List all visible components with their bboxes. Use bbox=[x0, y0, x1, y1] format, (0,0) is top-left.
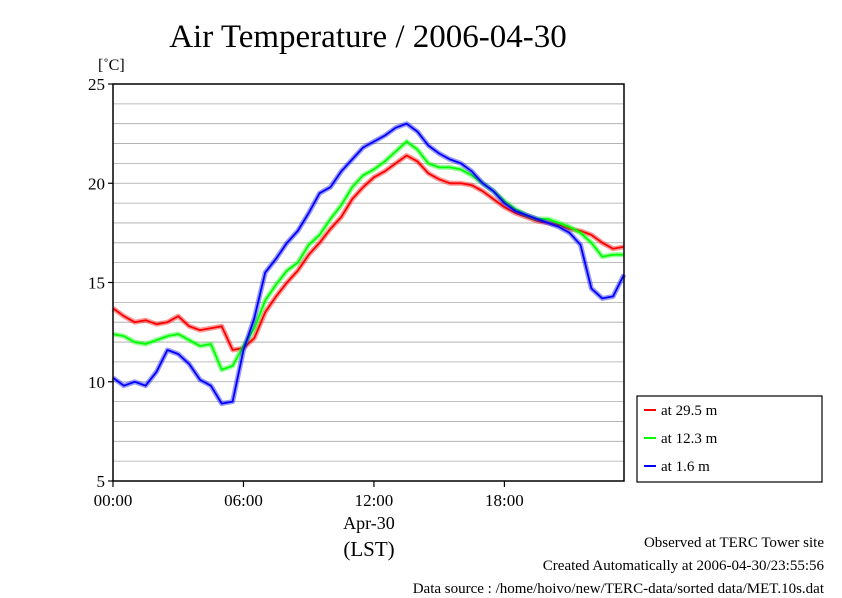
footer-observed-site: Observed at TERC Tower site bbox=[643, 535, 824, 551]
series-layer bbox=[111, 121, 627, 407]
x-axis-tz-label: (LST) bbox=[343, 537, 394, 561]
series-line-1 bbox=[112, 140, 624, 371]
x-tick-label: 06:00 bbox=[224, 491, 263, 510]
y-tick-label: 20 bbox=[88, 174, 105, 193]
y-tick-label: 10 bbox=[88, 373, 105, 392]
x-axis-date-label: Apr-30 bbox=[343, 513, 395, 533]
legend-label-29-5m: at 29.5 m bbox=[661, 403, 718, 419]
footer-data-source: Data source : /home/hoivo/new/TERC-data/… bbox=[412, 581, 824, 597]
series-line-2 bbox=[112, 122, 625, 405]
y-tick-label: 25 bbox=[88, 75, 105, 94]
legend-box bbox=[636, 395, 823, 483]
y-tick-label: 5 bbox=[97, 472, 106, 491]
legend-label-12-3m: at 12.3 m bbox=[661, 431, 718, 447]
series-line-0 bbox=[112, 154, 625, 351]
grid bbox=[113, 103, 624, 462]
chart-title: Air Temperature / 2006-04-30 bbox=[169, 19, 567, 55]
x-tick-label: 18:00 bbox=[485, 491, 524, 510]
y-tick-label: 15 bbox=[88, 274, 105, 293]
legend-label-1-6m: at 1.6 m bbox=[661, 459, 710, 475]
tick-layer: 5 10 15 20 25 00:00 06:00 12:00 18:00 bbox=[88, 75, 524, 510]
legend: at 29.5 m at 12.3 m at 1.6 m bbox=[636, 395, 823, 483]
x-tick-label: 00:00 bbox=[94, 491, 133, 510]
x-tick-label: 12:00 bbox=[355, 491, 394, 510]
footer-created-time: Created Automatically at 2006-04-30/23:5… bbox=[542, 558, 824, 574]
y-axis-unit-label: [˚C] bbox=[98, 57, 125, 74]
series-halo-0 bbox=[111, 153, 625, 353]
series-halo-1 bbox=[112, 139, 624, 373]
